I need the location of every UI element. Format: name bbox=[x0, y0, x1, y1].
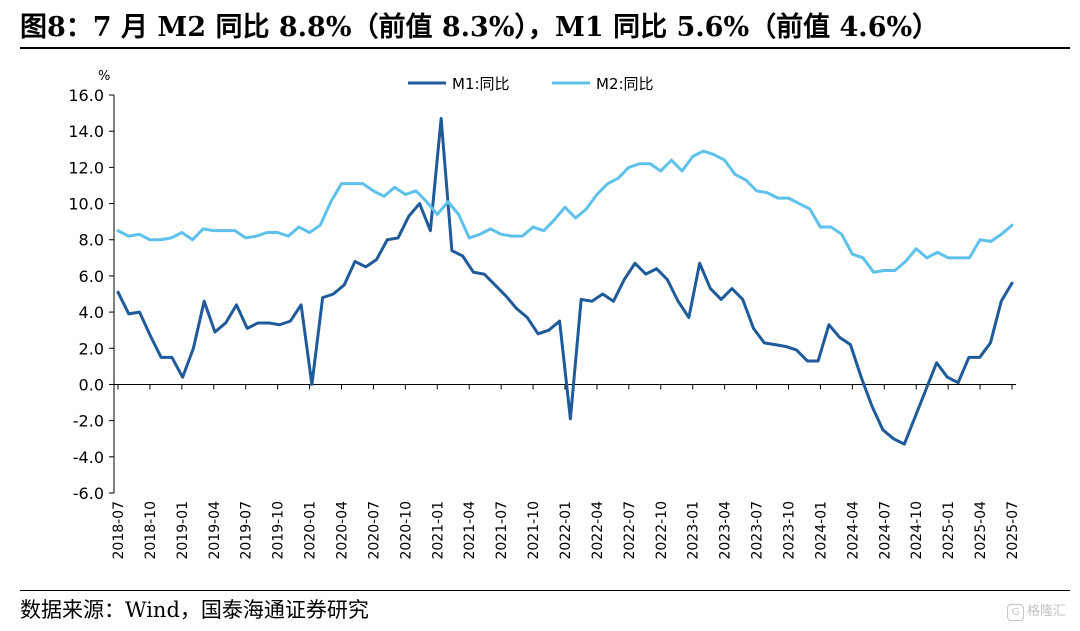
x-tick-label: 2024-10 bbox=[909, 501, 925, 560]
x-tick-label: 2024-01 bbox=[813, 501, 829, 560]
title-underline bbox=[20, 47, 1070, 49]
y-tick-label: -2.0 bbox=[73, 412, 104, 431]
x-tick-label: 2023-01 bbox=[686, 501, 702, 560]
x-tick-label: 2021-10 bbox=[526, 501, 542, 560]
x-tick-label: 2022-07 bbox=[622, 501, 638, 560]
y-tick-label: -4.0 bbox=[73, 448, 104, 467]
x-tick-label: 2020-01 bbox=[303, 501, 319, 560]
x-tick-label: 2022-04 bbox=[590, 501, 606, 560]
x-tick-label: 2025-01 bbox=[941, 501, 957, 560]
x-tick-label: 2020-10 bbox=[398, 501, 414, 560]
y-tick-label: 2.0 bbox=[79, 339, 104, 358]
x-tick-label: 2024-07 bbox=[877, 501, 893, 560]
y-tick-label: 12.0 bbox=[68, 158, 104, 177]
y-tick-label: 16.0 bbox=[68, 86, 104, 105]
x-tick-label: 2023-07 bbox=[750, 501, 766, 560]
x-tick-label: 2021-01 bbox=[430, 501, 446, 560]
x-tick-label: 2022-10 bbox=[654, 501, 670, 560]
line-chart: 16.0 14.0 12.0 10.0 8.0 6.0 4.0 2.0 0.0 -2.0 -4.0 -… bbox=[68, 69, 1021, 560]
source-note: 数据来源：Wind，国泰海通证券研究 bbox=[20, 598, 369, 622]
x-tick-label: 2018-10 bbox=[143, 501, 159, 560]
series-lines bbox=[116, 117, 1014, 446]
x-tick-label: 2021-07 bbox=[494, 501, 510, 560]
x-tick-label: 2021-04 bbox=[462, 501, 478, 560]
legend: M1:同比 M2:同比 bbox=[408, 75, 654, 93]
axes: 16.0 14.0 12.0 10.0 8.0 6.0 4.0 2.0 0.0 -2.0 -4.0 -… bbox=[68, 69, 1021, 560]
legend-label: M1:同比 bbox=[452, 75, 510, 93]
watermark: G 格隆汇 bbox=[1006, 600, 1066, 624]
x-tick-label: 2018-07 bbox=[111, 501, 127, 560]
x-tick-label: 2023-04 bbox=[718, 501, 734, 560]
x-tick-label: 2023-10 bbox=[782, 501, 798, 560]
y-tick-label: 14.0 bbox=[68, 122, 104, 141]
watermark-logo-icon: G bbox=[1006, 603, 1024, 621]
x-tick-label: 2019-10 bbox=[271, 501, 287, 560]
y-tick-label: -6.0 bbox=[73, 484, 104, 503]
chart-title: 图8：7 月 M2 同比 8.8%（前值 8.3%），M1 同比 5.6%（前值… bbox=[20, 12, 940, 43]
series-line-m2 bbox=[116, 149, 1014, 274]
x-tick-label: 2020-04 bbox=[335, 501, 351, 560]
x-tick-label: 2019-04 bbox=[207, 501, 223, 560]
y-axis-unit: % bbox=[98, 69, 110, 84]
series-line-m1 bbox=[116, 117, 1014, 446]
x-tick-label: 2020-07 bbox=[366, 501, 382, 560]
y-tick-label: 6.0 bbox=[79, 267, 104, 286]
x-tick-label: 2022-01 bbox=[558, 501, 574, 560]
source-divider bbox=[20, 590, 1070, 591]
x-tick-label: 2019-07 bbox=[239, 501, 255, 560]
y-tick-label: 8.0 bbox=[79, 231, 104, 250]
x-tick-label: 2024-04 bbox=[845, 501, 861, 560]
x-tick-label: 2025-07 bbox=[1005, 501, 1021, 560]
y-tick-label: 4.0 bbox=[79, 303, 104, 322]
legend-label: M2:同比 bbox=[596, 75, 654, 93]
x-tick-label: 2019-01 bbox=[175, 501, 191, 560]
watermark-text: 格隆汇 bbox=[1026, 604, 1066, 619]
x-tick-label: 2025-04 bbox=[973, 501, 989, 560]
y-tick-label: 0.0 bbox=[79, 375, 104, 394]
y-tick-label: 10.0 bbox=[68, 195, 104, 214]
